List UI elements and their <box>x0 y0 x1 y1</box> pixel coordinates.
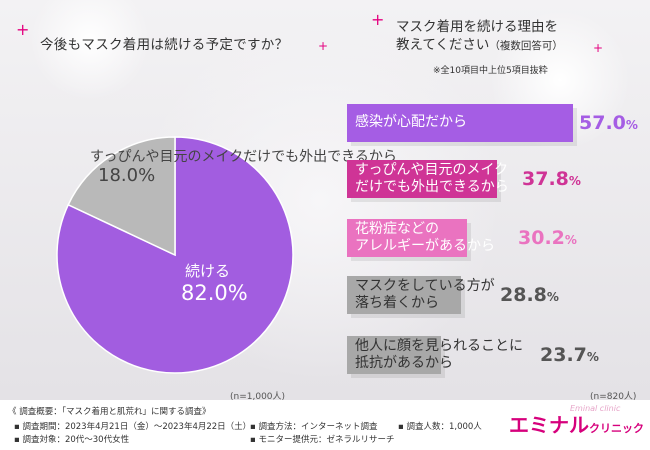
pie-chart <box>56 136 294 374</box>
footer <box>0 400 650 450</box>
bar-value-number: 37.8 <box>522 168 569 190</box>
bar-value-number: 30.2 <box>518 227 565 249</box>
pie-question-title: 今後もマスク着用は続ける予定ですか？ <box>40 37 289 53</box>
bar-question-note: （複数回答可） <box>489 40 563 52</box>
bar-question-line2: 教えてください <box>396 37 490 53</box>
survey-monitor: ▪ モニター提供元：ゼネラルリサーチ <box>250 435 395 445</box>
bar-value-number: 28.8 <box>500 284 547 306</box>
bar-label-4: マスクをしている方が 落ち着くから <box>355 278 495 312</box>
bar-footnote: ※全10項目中上位5項目抜粋 <box>433 66 548 76</box>
bar-label-line: 他人に顔を見られることに <box>355 338 523 354</box>
bar-value-unit: % <box>564 233 577 247</box>
survey-target: ▪ 調査対象：20代〜30代女性 <box>14 435 130 445</box>
bar-value-unit: % <box>586 350 599 364</box>
sparkle-icon: + <box>318 39 329 53</box>
sparkle-icon: + <box>371 10 385 29</box>
brand-script: Eminal clinic <box>570 404 621 413</box>
bar-value-number: 57.0 <box>579 112 626 134</box>
sparkle-icon: + <box>16 20 30 39</box>
pie-slice-continue <box>56 136 294 374</box>
bar-label-2: すっぴんや目元のメイク だけでも外出できるから <box>355 162 509 196</box>
bar-4 <box>347 276 461 314</box>
bar-label-line: 感染が心配だから <box>355 114 467 130</box>
bar-2 <box>347 160 497 198</box>
pie-value-stop: 18.0% <box>98 165 156 186</box>
bar-1 <box>347 104 573 142</box>
bar-3 <box>347 219 467 257</box>
bar-label-line: すっぴんや目元のメイク <box>355 162 509 178</box>
bar-label-3: 花粉症などの アレルギーがあるから <box>355 221 495 255</box>
bar-value-number: 23.7 <box>540 344 587 366</box>
sparkle-icon: + <box>593 41 604 55</box>
bar-5 <box>347 336 441 374</box>
bar-value-unit: % <box>546 290 559 304</box>
pie-value-continue: 82.0% <box>181 281 248 305</box>
bar-value-unit: % <box>625 118 638 132</box>
bar-label-line: だけでも外出できるから <box>355 179 509 195</box>
pie-label-continue: 続ける <box>185 262 231 280</box>
bar-question-title: マスク着用を続ける理由を 教えてください（複数回答可） <box>396 18 563 55</box>
bar-label-line: 抵抗があるから <box>355 355 453 371</box>
brand-sub: クリニック <box>589 422 644 435</box>
brand-logo: エミナルクリニック <box>509 409 644 438</box>
bar-value-2: 37.8% <box>522 168 581 190</box>
survey-method: ▪ 調査方法：インターネット調査 <box>250 422 378 432</box>
bar-label-line: マスクをしている方が <box>355 278 495 294</box>
bar-question-line1: マスク着用を続ける理由を <box>396 19 558 35</box>
pie-slice-stop <box>67 136 176 257</box>
bar-sample-size: (n=820人) <box>590 392 637 402</box>
brand-main: エミナル <box>509 413 589 437</box>
pie-sample-size: (n=1,000人) <box>230 392 286 402</box>
bar-value-3: 30.2% <box>518 227 577 249</box>
bar-label-line: アレルギーがあるから <box>355 238 495 254</box>
pie-label-stop: すっぴんや目元のメイクだけでも外出できるから <box>90 149 397 165</box>
bar-label-5: 他人に顔を見られることに 抵抗があるから <box>355 338 523 372</box>
survey-overview: 《 調査概要：「マスク着用と肌荒れ」に関する調査》 <box>8 407 211 417</box>
bar-value-4: 28.8% <box>500 284 559 306</box>
survey-count: ▪ 調査人数：1,000人 <box>398 422 482 432</box>
bar-label-line: 花粉症などの <box>355 221 439 237</box>
bar-label-line: 落ち着くから <box>355 295 439 311</box>
bar-label-1: 感染が心配だから <box>355 114 467 131</box>
bar-value-unit: % <box>568 174 581 188</box>
survey-period: ▪ 調査期間：2023年4月21日（金）〜2023年4月22日（土） <box>14 422 252 432</box>
bar-value-1: 57.0% <box>579 112 638 134</box>
bar-value-5: 23.7% <box>540 344 599 366</box>
